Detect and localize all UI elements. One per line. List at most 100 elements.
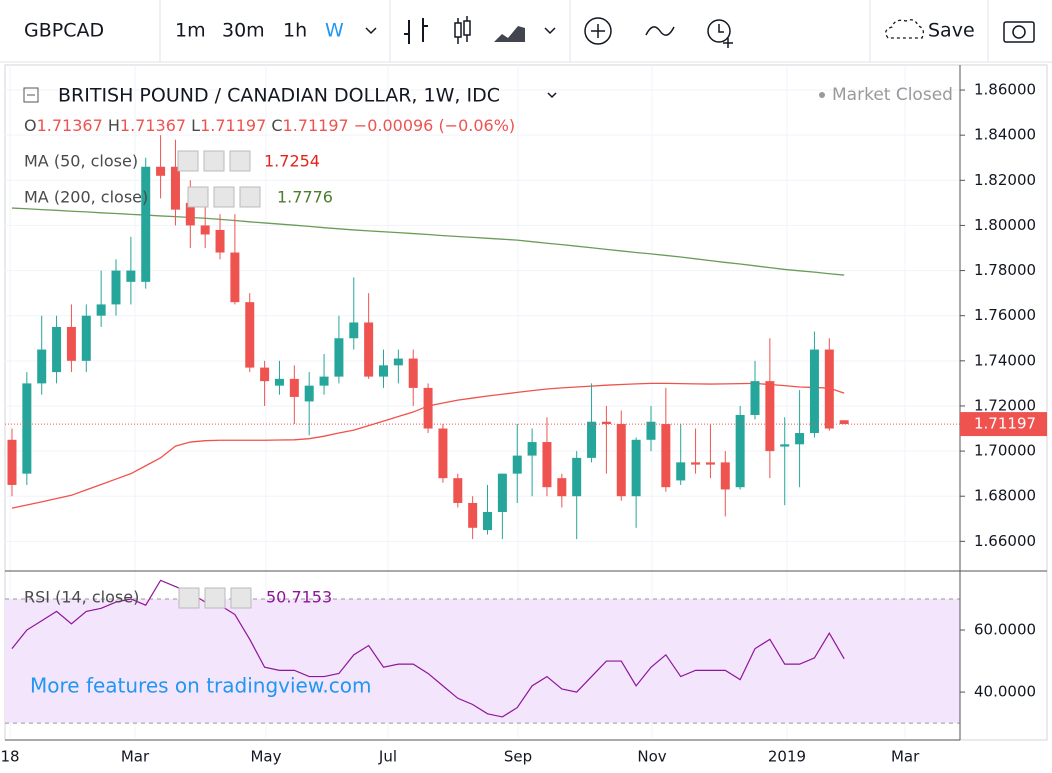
area-icon[interactable]: [494, 26, 525, 42]
candle-body: [230, 252, 240, 303]
ohlc-key: L: [191, 116, 200, 135]
rsi-line: [11, 579, 845, 718]
candle-body: [52, 326, 62, 373]
indicator-icon[interactable]: [584, 17, 612, 45]
dropdown-icon[interactable]: [365, 27, 377, 35]
candles-icon[interactable]: [454, 22, 462, 38]
y-tick-label: 60.0000: [974, 621, 1036, 639]
alert-icon[interactable]: [707, 19, 731, 43]
candle-body: [468, 502, 478, 528]
candle-body: [289, 378, 299, 397]
candle-body: [616, 424, 626, 497]
candle-body: [438, 428, 448, 479]
candle-body: [542, 442, 552, 488]
settings-button[interactable]: [213, 186, 235, 208]
candle-body: [453, 478, 463, 503]
y-tick-label: 1.76000: [974, 306, 1036, 324]
dropdown-icon[interactable]: [547, 92, 557, 99]
candle-body: [631, 439, 641, 497]
last-price-tag: [960, 412, 1047, 437]
indicator-name: RSI (14, close): [24, 588, 139, 607]
settings-button[interactable]: [204, 587, 226, 609]
candle-body: [587, 421, 597, 458]
dropdown-icon[interactable]: [544, 27, 556, 35]
indicator-icon[interactable]: [591, 24, 605, 38]
candle-body: [126, 270, 136, 282]
collapse-icon[interactable]: [23, 87, 39, 103]
candles-icon[interactable]: [463, 20, 471, 36]
candle-body: [96, 304, 106, 316]
series-title: BRITISH POUND / CANADIAN DOLLAR, 1W, IDC: [58, 85, 500, 107]
candle-body: [22, 383, 32, 474]
candle-body: [349, 322, 359, 339]
candle-body: [37, 349, 47, 384]
eye-button[interactable]: [187, 186, 209, 208]
candle-body: [260, 367, 270, 382]
ohlc-legend: O1.71367 H1.71367 L1.71197 C1.71197 −0.0…: [24, 116, 515, 135]
snapshot-icon[interactable]: [1012, 25, 1026, 39]
ohlc-key: O: [24, 116, 37, 135]
candle-body: [691, 462, 701, 465]
eye-button[interactable]: [177, 150, 199, 172]
candle-body: [705, 462, 715, 465]
symbol[interactable]: GBPCAD: [24, 20, 104, 42]
y-tick-label: 1.68000: [974, 487, 1036, 505]
indicator-value: 1.7776: [277, 188, 333, 207]
ma-line: [11, 207, 845, 276]
eye-button[interactable]: [178, 587, 200, 609]
cloud-icon[interactable]: [885, 19, 924, 39]
snapshot-icon[interactable]: [1003, 21, 1035, 43]
interval[interactable]: 30m: [222, 20, 265, 42]
y-tick-label: 40.0000: [974, 683, 1036, 701]
candle-body: [676, 462, 686, 481]
y-tick-label: 1.82000: [974, 171, 1036, 189]
candle-body: [557, 478, 567, 497]
candle-body: [735, 414, 745, 488]
candle-body: [170, 166, 180, 210]
candle-body: [423, 387, 433, 429]
candle-body: [378, 365, 388, 377]
candle-body: [156, 166, 166, 176]
ohlc-change: −0.00096 (−0.06%): [354, 116, 515, 135]
ohlc-value: 1.71367: [37, 116, 103, 135]
x-tick-label: Sep: [504, 748, 532, 766]
candle-body: [274, 378, 284, 386]
candle-body: [497, 473, 507, 513]
candle-body: [304, 385, 314, 402]
bars-icon[interactable]: [404, 18, 428, 44]
candle-body: [765, 381, 775, 452]
candle-body: [408, 358, 418, 388]
candle-body: [824, 349, 834, 429]
interval-active[interactable]: W: [325, 20, 344, 42]
y-tick-label: 1.78000: [974, 261, 1036, 279]
rsi-band: [5, 598, 960, 724]
candle-body: [245, 302, 255, 368]
x-tick-label: Mar: [891, 748, 920, 766]
ohlc-value: 1.71197: [200, 116, 266, 135]
interval[interactable]: 1h: [283, 20, 307, 42]
candle-body: [141, 166, 151, 282]
candle-body: [780, 444, 790, 447]
indicator-buttons: [177, 150, 261, 609]
indicator-name: MA (200, close): [24, 188, 148, 207]
toolbar: [0, 0, 1052, 62]
watermark[interactable]: More features on tradingview.com: [30, 674, 371, 698]
alert-icon[interactable]: [718, 24, 733, 48]
close-button[interactable]: [239, 186, 261, 208]
candle-body: [601, 421, 611, 425]
candle-body: [81, 315, 91, 361]
compare-icon[interactable]: [645, 26, 675, 36]
candle-body: [720, 462, 730, 490]
candle-body: [572, 457, 582, 497]
interval[interactable]: 1m: [175, 20, 206, 42]
save-button[interactable]: Save: [928, 20, 975, 42]
close-button[interactable]: [230, 587, 252, 609]
close-button[interactable]: [229, 150, 251, 172]
candle-body: [215, 229, 225, 253]
indicator-name: MA (50, close): [24, 152, 138, 171]
x-tick-label: 18: [1, 748, 20, 766]
candle-body: [200, 225, 210, 235]
settings-button[interactable]: [203, 150, 225, 172]
candle-body: [393, 358, 403, 366]
